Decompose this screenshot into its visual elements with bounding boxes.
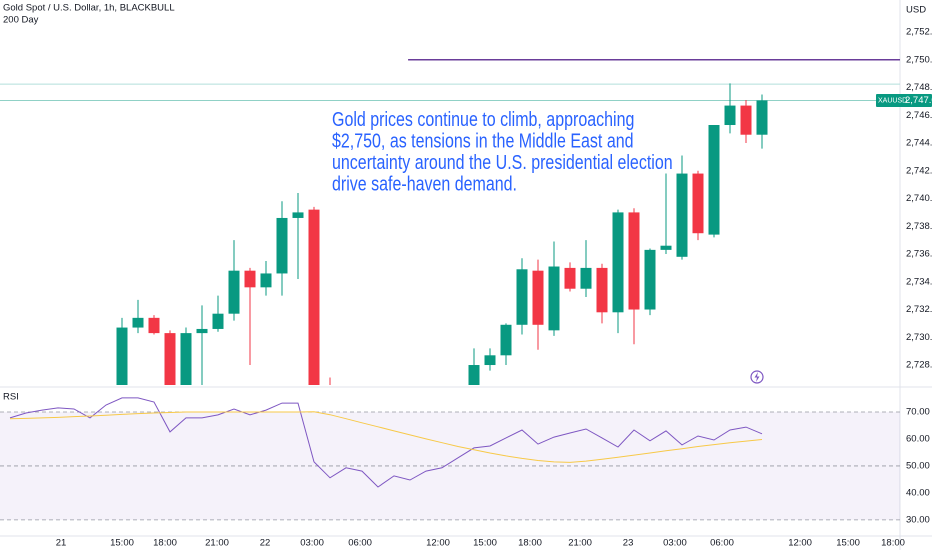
candle-body [292,212,304,218]
candle-body [740,105,752,135]
annotation-line: Gold prices continue to climb, approachi… [332,108,634,130]
y-tick-label: 2,748.00 [906,82,932,93]
annotation-line: drive safe-haven demand. [332,173,517,195]
alert-icon[interactable] [750,370,764,384]
y-tick-label: 2,752.00 [906,27,932,38]
candle-body [612,212,624,313]
x-tick-label: 22 [260,538,271,549]
y-tick-label: 2,732.00 [906,304,932,315]
x-tick-label: 15:00 [473,538,497,549]
candle-body [212,313,224,329]
y-tick-label: 2,750.00 [906,54,932,65]
indicator-label: 200 Day [3,15,39,26]
rsi-line [9,411,763,463]
candle-body [500,324,512,356]
candle-body [676,173,688,257]
candle-body [564,267,576,289]
x-tick-label: 06:00 [710,538,734,549]
x-tick-label: 21 [56,538,67,549]
x-tick-label: 18:00 [153,538,177,549]
last-price-badge [876,93,932,107]
y-tick-label: 2,738.00 [906,221,932,232]
y-tick-label: 2,746.00 [906,110,932,121]
candle-body [692,173,704,234]
y-tick-label: 2,736.00 [906,249,932,260]
candle-body [260,273,272,288]
candle-body [132,317,144,328]
annotation-line: $2,750, as tensions in the Middle East a… [332,130,634,152]
rsi-line [9,397,763,488]
candle-body [596,267,608,313]
y-tick-label: 2,742.00 [906,165,932,176]
x-tick-label: 15:00 [836,538,860,549]
candle-body [708,125,720,235]
x-tick-label: 21:00 [568,538,592,549]
symbol-label: XAUUSD [878,97,907,104]
candle-body [484,355,496,366]
y-tick-label: 2,740.00 [906,193,932,204]
candle-body [548,266,560,331]
y-tick-label: 2,728.00 [906,360,932,371]
candle-body [180,333,192,385]
candle-body [644,249,656,310]
candle-body [116,327,128,385]
x-tick-label: 03:00 [300,538,324,549]
x-tick-label: 06:00 [348,538,372,549]
x-tick-label: 15:00 [110,538,134,549]
candle-body [516,269,528,325]
currency-label: USD [906,5,926,16]
y-tick-label: 60.00 [906,433,930,444]
price-pane [0,59,900,385]
candle-body [228,270,240,314]
y-tick-label: 70.00 [906,406,930,417]
candle-body [628,212,640,310]
candle-body [196,328,208,334]
candle-body [580,267,592,289]
chart-title: Gold Spot / U.S. Dollar, 1h, BLACKBULL [3,3,175,14]
y-tick-label: 2,734.00 [906,276,932,287]
rsi-pane [0,397,900,521]
annotation: Gold prices continue to climb, approachi… [332,108,673,195]
x-tick-label: 23 [623,538,634,549]
candle-body [532,270,544,325]
candle-body [164,333,176,385]
candle-body [244,270,256,288]
candle-body [148,317,160,334]
candle-body [724,105,736,126]
last-price-label: 2,747.07 [905,95,932,106]
y-tick-label: 2,744.00 [906,138,932,149]
rsi-title: RSI [3,392,19,403]
y-tick-label: 30.00 [906,514,930,525]
candle-body [660,245,672,250]
y-tick-label: 2,730.00 [906,332,932,343]
x-tick-label: 18:00 [518,538,542,549]
x-tick-label: 03:00 [663,538,687,549]
y-tick-label: 40.00 [906,487,930,498]
candle-body [308,209,320,385]
y-tick-label: 50.00 [906,460,930,471]
candle-body [276,217,288,274]
x-tick-label: 21:00 [205,538,229,549]
x-tick-label: 18:00 [881,538,905,549]
axes: 2,728.00 2,730.00 2,732.00 2,734.00 2,736.00… [56,27,932,549]
x-tick-label: 12:00 [788,538,812,549]
candle-body [756,100,768,135]
x-tick-label: 12:00 [426,538,450,549]
annotation-line: uncertainty around the U.S. presidential… [332,151,673,173]
candle-body [468,365,480,385]
